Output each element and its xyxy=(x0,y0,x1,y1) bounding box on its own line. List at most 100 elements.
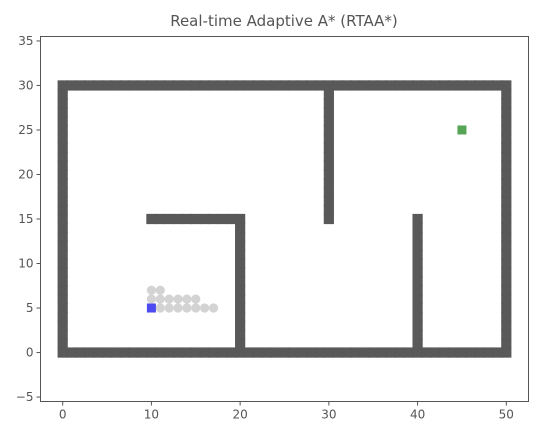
obstacle-cell xyxy=(235,311,246,323)
obstacle-cell xyxy=(501,311,512,323)
obstacle-cell xyxy=(412,240,423,251)
obstacle-cell xyxy=(181,347,192,358)
obstacle-cell xyxy=(297,347,308,358)
obstacle-cell xyxy=(172,347,184,358)
obstacle-cell xyxy=(235,302,246,314)
obstacle-cell xyxy=(412,258,423,269)
obstacle-cell xyxy=(359,347,370,358)
x-tick-label: 10 xyxy=(144,408,159,422)
obstacle-cell xyxy=(252,80,263,91)
visited-point xyxy=(164,294,174,304)
obstacle-cell xyxy=(412,311,423,323)
obstacle-cell xyxy=(323,169,334,180)
obstacle-cell xyxy=(501,329,512,340)
obstacle-cell xyxy=(57,196,68,207)
obstacle-cell xyxy=(146,347,157,358)
obstacle-cell xyxy=(314,347,326,358)
obstacle-cell xyxy=(483,347,494,358)
obstacle-cell xyxy=(66,347,77,358)
obstacle-cell xyxy=(235,347,246,358)
obstacle-cell xyxy=(501,151,512,162)
obstacle-cell xyxy=(501,320,512,331)
obstacle-cell xyxy=(501,302,512,314)
obstacle-cell xyxy=(501,178,512,189)
obstacle-cell xyxy=(501,133,512,144)
obstacle-cell xyxy=(155,213,166,225)
obstacle-cell xyxy=(501,347,512,358)
axis-ticks: 0 10 20 30 40 50 −5 0 5 10 15 20 25 30 35 xyxy=(16,34,514,422)
obstacle-cell xyxy=(199,80,210,91)
visited-point xyxy=(173,294,183,304)
obstacle-cell xyxy=(119,347,130,358)
obstacle-cell xyxy=(412,285,423,296)
obstacle-cell xyxy=(501,160,512,171)
obstacle-cell xyxy=(146,213,157,225)
visited-point xyxy=(191,303,201,313)
obstacle-cell xyxy=(501,204,512,216)
obstacle-cell xyxy=(501,249,512,260)
obstacle-cell xyxy=(57,124,68,136)
obstacle-cell xyxy=(57,311,68,323)
obstacle-cell xyxy=(456,80,468,91)
obstacle-cell xyxy=(172,80,184,91)
obstacle-cell xyxy=(57,231,68,242)
obstacle-cell xyxy=(57,213,68,225)
obstacle-cell xyxy=(101,347,113,358)
obstacle-cell xyxy=(412,347,423,358)
obstacle-cell xyxy=(110,80,122,91)
obstacle-cell xyxy=(323,213,334,225)
obstacle-cell xyxy=(385,347,397,358)
obstacle-cell xyxy=(323,196,334,207)
obstacle-cell xyxy=(332,80,343,91)
obstacle-cell xyxy=(57,249,68,260)
obstacle-cell xyxy=(235,276,246,287)
obstacle-cell xyxy=(57,187,68,198)
obstacle-cell xyxy=(501,231,512,242)
obstacle-cell xyxy=(128,80,139,91)
obstacle-cell xyxy=(57,169,68,180)
obstacle-cell xyxy=(57,178,68,189)
obstacle-cell xyxy=(137,347,148,358)
obstacle-cell xyxy=(421,347,432,358)
obstacle-cell xyxy=(57,80,68,91)
obstacle-cell xyxy=(119,80,130,91)
obstacle-cell xyxy=(235,222,246,234)
x-tick-label: 20 xyxy=(232,408,247,422)
y-tick-label: 30 xyxy=(18,78,33,92)
obstacle-cell xyxy=(190,347,201,358)
obstacle-cell xyxy=(501,89,512,100)
obstacle-cell xyxy=(235,329,246,340)
obstacle-cell xyxy=(172,213,184,225)
obstacle-cell xyxy=(323,124,334,136)
obstacle-cell xyxy=(368,80,379,91)
obstacle-cell xyxy=(75,347,86,358)
obstacle-cell xyxy=(243,80,255,91)
obstacle-cell xyxy=(323,187,334,198)
obstacle-cell xyxy=(57,285,68,296)
plot-frame xyxy=(40,36,529,402)
goal-marker xyxy=(457,125,467,135)
obstacle-cell xyxy=(430,347,441,358)
obstacle-cell xyxy=(57,302,68,314)
x-tick-label: 50 xyxy=(499,408,514,422)
obstacle-cell xyxy=(447,347,459,358)
obstacle-cell xyxy=(57,151,68,162)
obstacle-cell xyxy=(279,347,290,358)
obstacle-cell xyxy=(164,213,175,225)
obstacle-cell xyxy=(359,80,370,91)
obstacle-cell xyxy=(412,302,423,314)
obstacle-cell xyxy=(323,347,334,358)
obstacle-cell xyxy=(465,347,476,358)
obstacle-cell xyxy=(226,213,237,225)
obstacle-cell xyxy=(57,222,68,234)
obstacle-cell xyxy=(501,240,512,251)
visited-point xyxy=(155,285,165,295)
obstacle-cell xyxy=(270,347,281,358)
visited-point xyxy=(182,303,192,313)
obstacle-cell xyxy=(412,222,423,234)
visited-point xyxy=(173,303,183,313)
visited-point xyxy=(208,303,219,313)
obstacle-cell xyxy=(501,267,512,278)
obstacle-cell xyxy=(57,338,68,349)
obstacle-cell xyxy=(501,80,512,91)
